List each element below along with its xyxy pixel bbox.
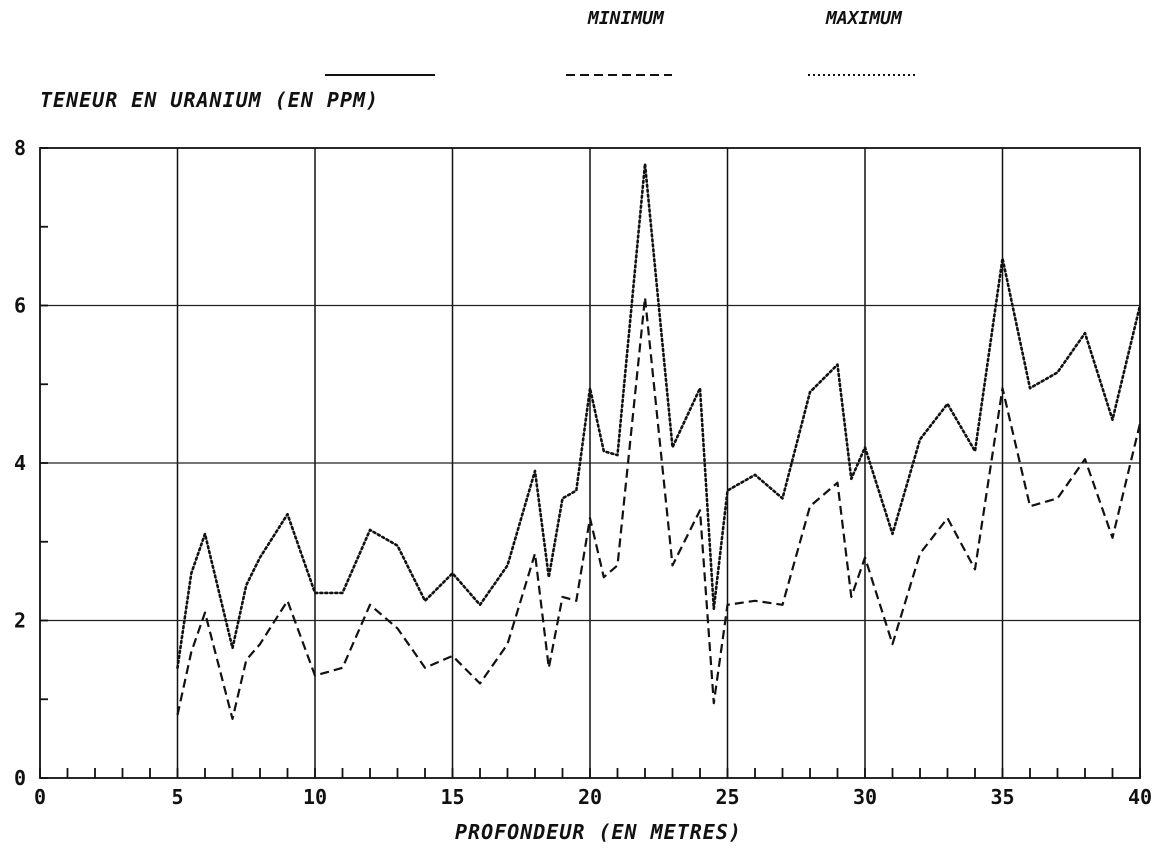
grid bbox=[40, 148, 1140, 778]
x-tick-label-30: 30 bbox=[853, 785, 877, 809]
series-line-minimum bbox=[176, 296, 1142, 721]
x-axis-title: PROFONDEUR (EN METRES) bbox=[455, 820, 742, 844]
x-tick-label-15: 15 bbox=[440, 785, 464, 809]
x-tick-label-20: 20 bbox=[578, 785, 602, 809]
series-line-maximum bbox=[176, 162, 1142, 670]
y-tick-label-2: 2 bbox=[14, 609, 26, 633]
y-tick-label-6: 6 bbox=[14, 294, 26, 318]
x-tick-label-5: 5 bbox=[171, 785, 183, 809]
x-tick-label-0: 0 bbox=[34, 785, 46, 809]
x-tick-label-40: 40 bbox=[1128, 785, 1152, 809]
legend-maximum-label: MAXIMUM bbox=[826, 8, 902, 29]
x-tick-label-35: 35 bbox=[990, 785, 1014, 809]
series-layer bbox=[176, 162, 1142, 721]
x-tick-label-25: 25 bbox=[715, 785, 739, 809]
y-tick-label-0: 0 bbox=[14, 766, 26, 790]
axes: 0 5 10 15 20 25 30 35 40 0 2 4 6 8 bbox=[14, 136, 1152, 809]
y-axis-title: TENEUR EN URANIUM (EN PPM) bbox=[40, 88, 380, 112]
y-tick-label-8: 8 bbox=[14, 136, 26, 160]
legend-minimum-label: MINIMUM bbox=[588, 8, 664, 29]
y-tick-label-4: 4 bbox=[14, 451, 26, 475]
x-tick-label-10: 10 bbox=[303, 785, 327, 809]
